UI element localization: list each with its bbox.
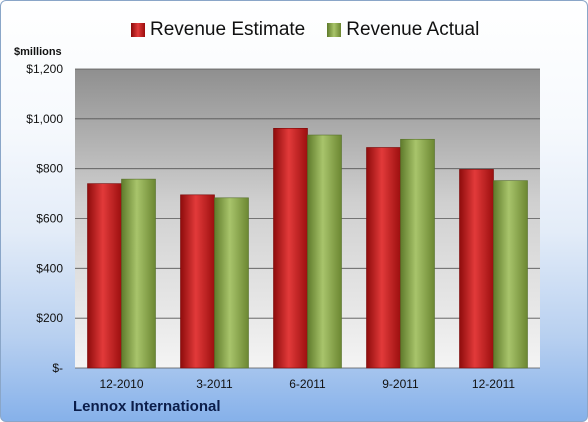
legend-item-actual: Revenue Actual [327,19,479,41]
y-tick-label: $200 [36,311,63,325]
bar-revenue-actual [121,178,156,369]
bar-revenue-actual [307,134,342,369]
bar-revenue-estimate [273,128,308,369]
x-tick-label: 12-2010 [99,377,143,391]
x-tick-label: 3-2011 [196,377,233,391]
legend-swatch-estimate [131,23,145,37]
x-tick-label: 6-2011 [289,377,326,391]
y-tick-label: $800 [36,162,63,176]
bar-revenue-actual [214,197,249,369]
bar-revenue-estimate [366,147,401,369]
y-axis-unit-label: $millions [14,46,62,58]
y-tick-label: $1,200 [26,62,63,76]
bar-revenue-actual [493,180,528,369]
legend-item-estimate: Revenue Estimate [131,19,305,41]
legend-label-estimate: Revenue Estimate [150,19,306,40]
x-tick-label: 9-2011 [382,377,419,391]
bar-revenue-estimate [459,169,494,369]
legend-swatch-actual [327,23,342,37]
legend: Revenue Estimate Revenue Actual [131,17,491,43]
company-name: Lennox International [73,398,221,415]
y-tick-label: $- [52,361,63,375]
bar-revenue-actual [400,138,435,369]
legend-label-actual: Revenue Actual [346,19,480,40]
bar-revenue-estimate [180,194,215,369]
x-tick-label: 12-2011 [472,377,515,391]
bar-revenue-estimate [87,183,122,369]
y-tick-label: $400 [36,261,63,275]
y-tick-label: $1,000 [26,112,63,126]
y-tick-label: $600 [36,212,63,226]
